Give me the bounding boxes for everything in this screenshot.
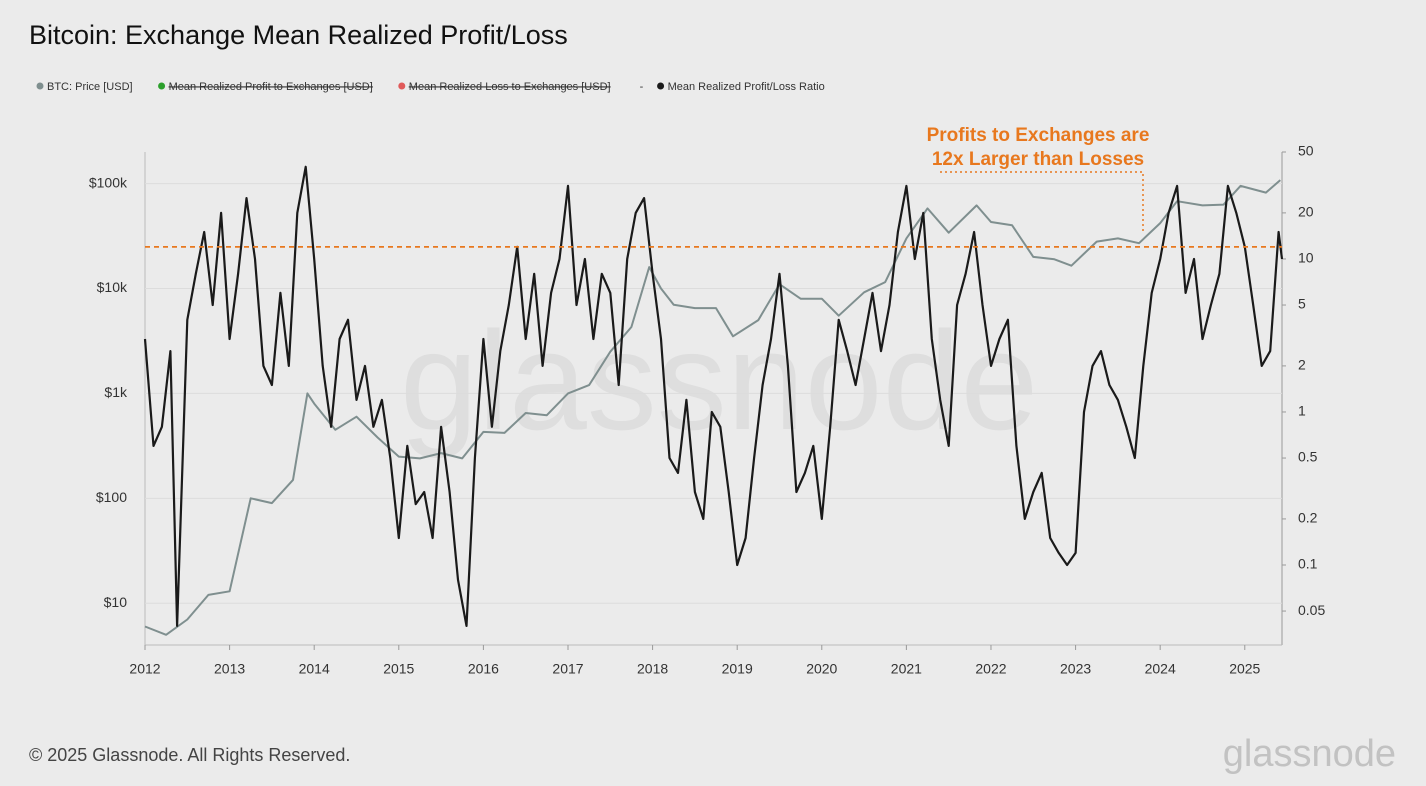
y-tick-label: $10k bbox=[97, 279, 128, 295]
x-tick-label: 2021 bbox=[891, 661, 922, 677]
legend-swatch bbox=[657, 82, 665, 90]
x-tick-label: 2017 bbox=[552, 661, 583, 677]
y2-tick-label: 5 bbox=[1298, 296, 1306, 312]
y-tick-label: $10 bbox=[104, 594, 128, 610]
x-tick-label: 2015 bbox=[383, 661, 414, 677]
legend: BTC: Price [USD] Mean Realized Profit to … bbox=[36, 81, 825, 93]
x-tick-label: 2024 bbox=[1145, 661, 1176, 677]
series-line bbox=[143, 165, 1284, 627]
annotation: 12x Larger than Losses bbox=[932, 149, 1144, 170]
y2-tick-label: 0.5 bbox=[1298, 449, 1318, 465]
y-tick-label: $1k bbox=[104, 384, 128, 400]
footer: © 2025 Glassnode. All Rights Reserved. bbox=[29, 745, 350, 765]
legend-swatch bbox=[398, 82, 406, 90]
x-tick-label: 2014 bbox=[299, 661, 330, 677]
y2-tick-label: 0.2 bbox=[1298, 510, 1318, 526]
x-tick-label: 2013 bbox=[214, 661, 245, 677]
chart-title: Bitcoin: Exchange Mean Realized Profit/L… bbox=[29, 20, 568, 50]
x-tick-label: 2012 bbox=[129, 661, 160, 677]
y2-tick-label: 50 bbox=[1298, 143, 1314, 159]
logo: glassnode bbox=[1223, 733, 1396, 775]
watermark: glassnode bbox=[400, 302, 1038, 459]
x-tick-label: 2022 bbox=[975, 661, 1006, 677]
legend-label: Mean Realized Profit/Loss Ratio bbox=[668, 81, 825, 93]
x-tick-label: 2023 bbox=[1060, 661, 1091, 677]
y2-tick-label: 0.05 bbox=[1298, 602, 1325, 618]
x-tick-label: 2016 bbox=[468, 661, 499, 677]
y2-tick-label: 0.1 bbox=[1298, 556, 1318, 572]
y2-tick-label: 2 bbox=[1298, 357, 1306, 373]
x-tick-label: 2018 bbox=[637, 661, 668, 677]
y2-tick-label: 10 bbox=[1298, 250, 1314, 266]
x-tick-label: 2025 bbox=[1229, 661, 1260, 677]
y-tick-label: $100k bbox=[89, 174, 128, 190]
y-tick-label: $100 bbox=[96, 489, 127, 505]
legend-swatch bbox=[158, 82, 166, 90]
annotation: Profits to Exchanges are bbox=[927, 125, 1150, 146]
x-tick-label: 2020 bbox=[806, 661, 837, 677]
y2-tick-label: 20 bbox=[1298, 204, 1314, 220]
x-tick-label: 2019 bbox=[722, 661, 753, 677]
legend-label: BTC: Price [USD] bbox=[47, 81, 133, 93]
y2-tick-label: 1 bbox=[1298, 403, 1306, 419]
legend-swatch bbox=[36, 82, 44, 90]
legend-prefix: - bbox=[640, 81, 644, 93]
series-line bbox=[144, 179, 1281, 636]
